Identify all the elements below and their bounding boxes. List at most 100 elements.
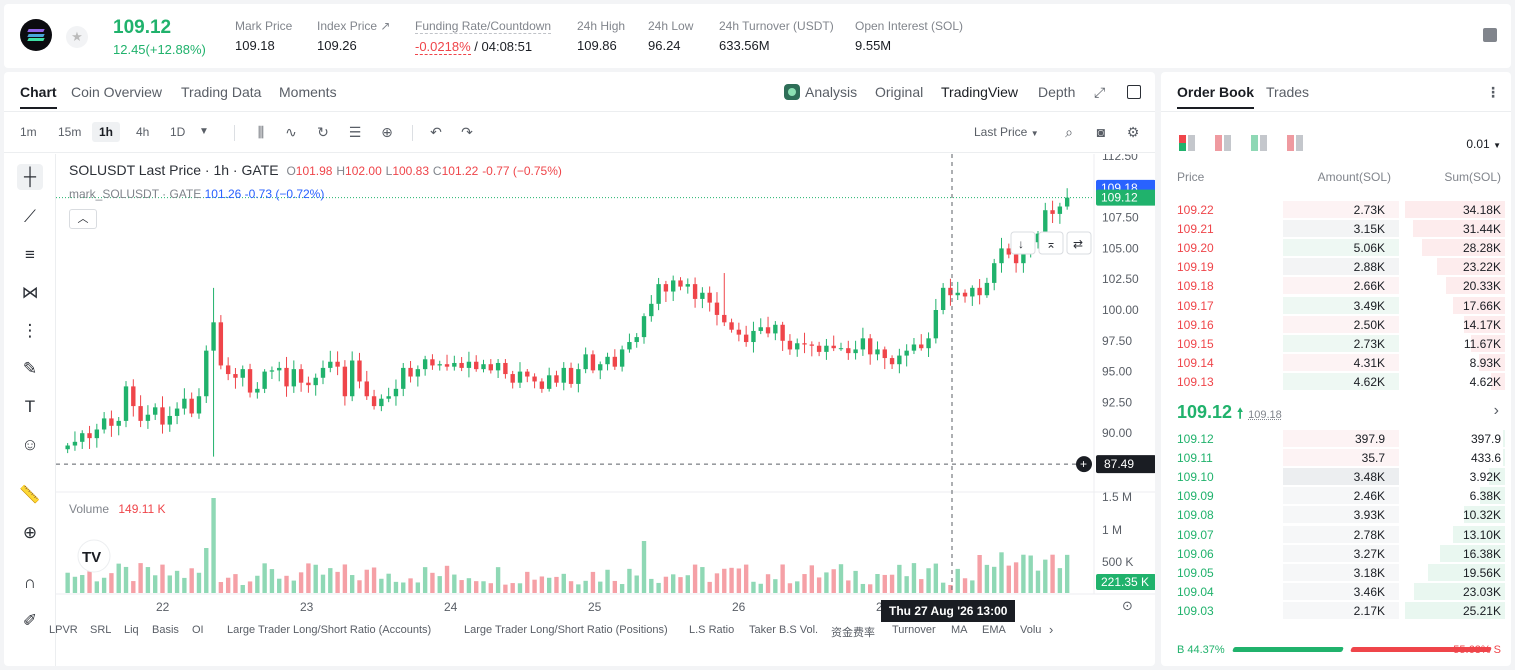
- indicator-turnover[interactable]: Turnover: [892, 624, 936, 636]
- pattern-tool-icon[interactable]: ⋈: [21, 283, 39, 302]
- mid-price[interactable]: 109.12 🠕 109.18: [1177, 402, 1282, 427]
- crosshair-tool-icon[interactable]: ┼: [17, 164, 43, 190]
- view-depth-icon[interactable]: [1287, 135, 1303, 151]
- indicator-basis[interactable]: Basis: [152, 624, 179, 636]
- camera-icon[interactable]: ◙: [1096, 124, 1106, 140]
- tab-order-book[interactable]: Order Book: [1177, 84, 1255, 109]
- bid-row[interactable]: 109.11 35.7 433.6: [1161, 448, 1511, 467]
- mark-legend-label: mark_SOLUSDT · GATE: [69, 187, 202, 201]
- tab-moments[interactable]: Moments: [279, 84, 337, 100]
- replay-icon[interactable]: ↻: [317, 124, 329, 140]
- templates-icon[interactable]: ☰: [348, 124, 362, 140]
- search-icon[interactable]: ⌕: [1065, 124, 1073, 140]
- volume-bar: [437, 576, 442, 593]
- interval-1m[interactable]: 1m: [20, 125, 37, 139]
- chevron-right-icon[interactable]: ›: [1493, 402, 1499, 419]
- precision-select[interactable]: 0.01 ▼: [1466, 137, 1501, 151]
- tab-trading-data[interactable]: Trading Data: [181, 84, 262, 100]
- window-mode-icon[interactable]: [1127, 85, 1141, 99]
- indicator-funding[interactable]: 资金费率: [831, 627, 875, 639]
- stat-funding-rate[interactable]: Funding Rate/Countdown -0.0218% / 04:08:…: [415, 19, 552, 55]
- candle-type-icon[interactable]: ⫼: [257, 124, 265, 140]
- volume-bar: [838, 564, 844, 593]
- favorite-star-icon[interactable]: ★: [66, 26, 88, 48]
- more-options-icon[interactable]: ⋮: [1486, 84, 1500, 100]
- scroll-right-icon[interactable]: ›: [1049, 622, 1054, 637]
- bid-row[interactable]: 109.09 2.46K 6.38K: [1161, 486, 1511, 505]
- candle-body: [751, 330, 756, 343]
- interval-4h[interactable]: 4h: [136, 125, 150, 139]
- ask-row[interactable]: 109.20 5.06K 28.28K: [1161, 238, 1511, 257]
- view-bids-icon[interactable]: [1251, 135, 1267, 151]
- trend-line-tool-icon[interactable]: ⟋: [24, 207, 36, 226]
- tab-trades[interactable]: Trades: [1266, 84, 1310, 100]
- ask-row[interactable]: 109.15 2.73K 11.67K: [1161, 334, 1511, 353]
- bid-row[interactable]: 109.07 2.78K 13.10K: [1161, 525, 1511, 544]
- ask-row[interactable]: 109.18 2.66K 20.33K: [1161, 276, 1511, 295]
- price-source-select[interactable]: Last Price ▼: [974, 125, 1039, 139]
- indicator-srl[interactable]: SRL: [90, 624, 112, 636]
- ask-row[interactable]: 109.14 4.31K 8.93K: [1161, 353, 1511, 372]
- brush-tool-icon[interactable]: ✎: [22, 359, 38, 378]
- bid-row[interactable]: 109.10 3.48K 3.92K: [1161, 467, 1511, 486]
- collapse-legend-icon[interactable]: ︿: [69, 209, 97, 229]
- fib-tool-icon[interactable]: ⋮: [21, 321, 39, 340]
- emoji-tool-icon[interactable]: ☺: [21, 435, 39, 454]
- ask-row[interactable]: 109.19 2.88K 23.22K: [1161, 257, 1511, 276]
- ask-row[interactable]: 109.17 3.49K 17.66K: [1161, 296, 1511, 315]
- ask-row[interactable]: 109.22 2.73K 34.18K: [1161, 200, 1511, 219]
- view-both-icon[interactable]: [1179, 135, 1195, 151]
- indicator-oi[interactable]: OI: [192, 624, 204, 636]
- indicator-ema[interactable]: EMA: [982, 624, 1006, 636]
- tab-coin-overview[interactable]: Coin Overview: [71, 84, 163, 100]
- bid-row[interactable]: 109.05 3.18K 19.56K: [1161, 563, 1511, 582]
- ruler-tool-icon[interactable]: 📏: [19, 485, 41, 504]
- tab-analysis[interactable]: Analysis: [784, 84, 857, 100]
- interval-15m[interactable]: 15m: [58, 125, 82, 139]
- interval-1h[interactable]: 1h: [92, 122, 121, 142]
- redo-icon[interactable]: ↷: [461, 124, 473, 140]
- ask-row[interactable]: 109.13 4.62K 4.62K: [1161, 372, 1511, 391]
- guide-book-icon[interactable]: [1483, 28, 1497, 42]
- settings-gear-icon[interactable]: ⚙: [1126, 124, 1140, 140]
- indicator-liq[interactable]: Liq: [124, 624, 139, 636]
- price-chart[interactable]: 112.50110.00107.50105.00102.50100.0097.5…: [56, 154, 1155, 618]
- indicator-ls-ratio[interactable]: L.S Ratio: [689, 624, 735, 636]
- amount-bar: [1283, 372, 1399, 390]
- bid-row[interactable]: 109.12 397.9 397.9: [1161, 429, 1511, 448]
- text-tool-icon[interactable]: T: [24, 397, 36, 416]
- pencil-lock-tool-icon[interactable]: ✐: [22, 611, 38, 630]
- fullscreen-expand-icon[interactable]: ⤢: [1094, 84, 1106, 100]
- ask-row[interactable]: 109.16 2.50K 14.17K: [1161, 315, 1511, 334]
- bid-row[interactable]: 109.03 2.17K 25.21K: [1161, 601, 1511, 620]
- indicator-ma[interactable]: MA: [951, 624, 968, 636]
- horizontal-lines-tool-icon[interactable]: ≡: [25, 245, 35, 264]
- depth-bar: [1479, 353, 1505, 371]
- stat-index-price[interactable]: Index Price ↗ 109.26: [317, 19, 390, 53]
- magnet-tool-icon[interactable]: ∩: [23, 573, 37, 592]
- view-asks-icon[interactable]: [1215, 135, 1231, 151]
- indicator-volume[interactable]: Volu: [1020, 624, 1042, 636]
- indicators-icon[interactable]: ∿: [285, 124, 297, 140]
- tab-chart[interactable]: Chart: [20, 84, 57, 109]
- indicator-ls-positions[interactable]: Large Trader Long/Short Ratio (Positions…: [464, 624, 668, 636]
- volume-bar: [999, 552, 1004, 593]
- bid-row[interactable]: 109.04 3.46K 23.03K: [1161, 582, 1511, 601]
- bid-row[interactable]: 109.06 3.27K 16.38K: [1161, 544, 1511, 563]
- bid-row[interactable]: 109.08 3.93K 10.32K: [1161, 505, 1511, 524]
- interval-dropdown-icon[interactable]: ▼: [199, 126, 209, 137]
- indicator-ls-accounts[interactable]: Large Trader Long/Short Ratio (Accounts): [227, 624, 432, 636]
- candle-body: [466, 361, 472, 368]
- interval-1d[interactable]: 1D: [170, 125, 186, 139]
- undo-icon[interactable]: ↶: [430, 124, 442, 140]
- add-indicator-icon[interactable]: ⊕: [381, 124, 393, 140]
- tab-original[interactable]: Original: [875, 84, 924, 100]
- tab-tradingview[interactable]: TradingView: [941, 84, 1019, 100]
- volume-bar: [87, 571, 92, 593]
- zoom-in-tool-icon[interactable]: ⊕: [22, 523, 38, 542]
- indicator-taker-vol[interactable]: Taker B.S Vol.: [749, 624, 819, 636]
- ask-row[interactable]: 109.21 3.15K 31.44K: [1161, 219, 1511, 238]
- tab-depth[interactable]: Depth: [1038, 84, 1076, 100]
- indicator-lpvr[interactable]: LPVR: [49, 624, 78, 636]
- volume-bar: [1021, 554, 1026, 593]
